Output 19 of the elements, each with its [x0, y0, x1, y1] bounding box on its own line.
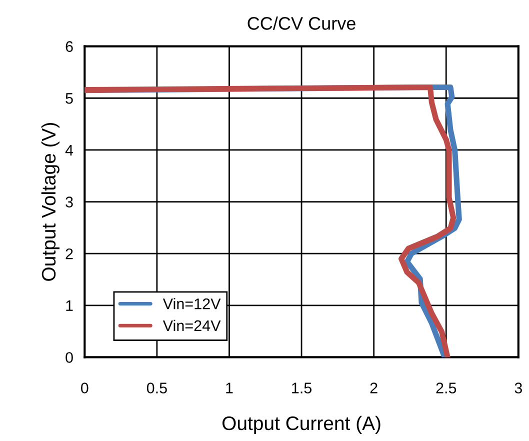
y-tick-label: 4 [65, 144, 74, 156]
x-tick-label: 0 [80, 382, 88, 394]
y-tick-label: 3 [66, 196, 73, 208]
y-tick-label: 5 [66, 93, 73, 104]
x-tick-label: 1 [226, 382, 233, 394]
x-tick-label: 0.5 [146, 382, 167, 394]
x-tick-label: 2.5 [436, 382, 456, 394]
y-tick-label: 1 [66, 300, 73, 311]
y-tick-label: 6 [66, 41, 73, 52]
legend-label: Vin=12V [162, 298, 221, 310]
x-axis-title: Output Current (A) [222, 416, 380, 434]
legend-label: Vin=24V [162, 320, 221, 331]
x-tick-label: 3 [514, 382, 522, 394]
y-tick-label: 2 [66, 248, 73, 260]
y-axis-title: Output Voltage (V) [41, 122, 60, 281]
y-tick-label: 0 [66, 352, 73, 363]
x-tick-label: 1.5 [292, 382, 312, 394]
chart-title: CC/CV Curve [248, 16, 356, 30]
x-tick-label: 2 [370, 382, 378, 394]
